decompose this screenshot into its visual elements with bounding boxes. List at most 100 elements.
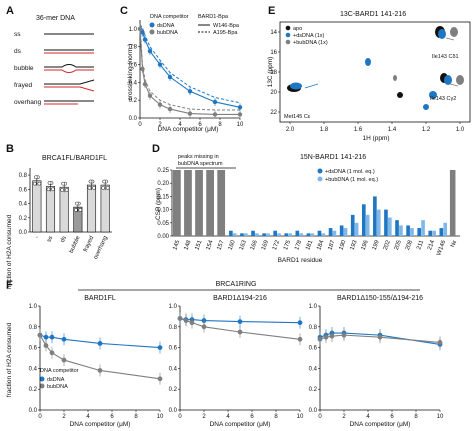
f-point [37, 332, 43, 338]
f-ytick-label: 0.0 [29, 408, 38, 414]
b-point [105, 186, 110, 190]
d-xtick-label: 211 [416, 239, 425, 251]
f-xtick-label: 6 [110, 414, 114, 420]
b-point [101, 186, 106, 190]
d-xtick-label: 181 [305, 239, 314, 251]
d-bar [376, 209, 381, 236]
b-bar [59, 186, 69, 233]
c-series-line-dashed [139, 24, 240, 111]
c-ytick-label: 0.8 [129, 45, 138, 51]
d-xtick-label: 208 [405, 239, 414, 251]
legend-c-bubdna-marker [149, 29, 155, 35]
panel-f-ylabel: fraction of H2A consumed [6, 322, 13, 397]
peak-ile143-cg2-bubdna [456, 75, 464, 85]
d-bar [410, 228, 414, 236]
d-bar [273, 230, 278, 236]
d-xtick-label: 190 [339, 239, 348, 251]
dna-label-ds: ds [14, 48, 22, 55]
f-point [377, 334, 383, 340]
f-point [341, 332, 347, 338]
f-ytick-label: 0.2 [29, 387, 38, 393]
legend-c-w146: W146-Bpa [213, 23, 240, 29]
legend-f-bubdna-marker [39, 383, 45, 389]
c-ytick-label: 0.0 [129, 116, 138, 122]
c-xtick-label: 2 [158, 122, 162, 128]
f-point [297, 320, 303, 326]
peak-mid-3 [397, 92, 403, 98]
f-ytick-label: 0.2 [309, 387, 318, 393]
f-ytick-label: 0.4 [29, 366, 38, 372]
d-bar [354, 222, 359, 236]
c-series-line [139, 28, 241, 108]
panel-c-ylabel: crosslinking (norm.) [127, 44, 134, 101]
d-xtick-label: 151 [195, 239, 204, 251]
e-xtick-label: 1.2 [422, 127, 431, 133]
dna-label-frayed: frayed [14, 82, 32, 89]
d-ytick-label: 0.25 [157, 168, 169, 174]
panel-label-d: D [152, 143, 160, 155]
b-xtick-label: bubble [69, 235, 82, 254]
f-xtick-label: 8 [414, 414, 418, 420]
b-bar [45, 186, 56, 233]
b-point [33, 175, 38, 180]
d-bar [262, 233, 266, 236]
f-point [183, 318, 189, 323]
d-bar [229, 230, 233, 236]
d-missing-bar [206, 170, 214, 236]
b-point [46, 187, 51, 192]
b-point [47, 181, 52, 185]
b-xtick-label: frayed [83, 235, 95, 253]
d-xtick-label: 214 [427, 239, 436, 251]
panel-d-title: 15N-BARD1 141-216 [300, 154, 366, 161]
f-point [157, 376, 163, 382]
panel-f-sub-1: BARD1FL [84, 295, 116, 302]
e-arrow [304, 83, 319, 89]
f-ytick-label: 1.0 [309, 304, 318, 310]
e-ytick-label: 22 [270, 110, 277, 116]
d-bar [284, 233, 289, 236]
legend-c-dsdna-marker [149, 22, 155, 28]
f-xtick-label: 0 [38, 414, 42, 420]
d-bar [417, 228, 422, 236]
c-xtick-label: 4 [178, 122, 182, 128]
e-xtick-label: 1.6 [354, 127, 363, 133]
f-point [317, 336, 323, 342]
b-ytick-label: 0.8 [19, 173, 28, 179]
peak-mid-2 [393, 75, 397, 81]
b-point [32, 181, 37, 186]
panel-c-legend: DNA competitor dsDNA bubDNA BARD1-Bpa W1… [149, 14, 240, 36]
f-ytick-label: 0.0 [309, 408, 318, 414]
d-bar [432, 230, 436, 236]
d-missing-bar [195, 170, 203, 236]
d-bar [428, 230, 433, 236]
d-ytick-label: 0.20 [157, 181, 169, 187]
dna-bubble-strand-top [44, 64, 94, 68]
f-point [237, 329, 243, 335]
e-arrow [449, 83, 459, 87]
d-bar [361, 204, 366, 236]
d-xtick-label: 148 [183, 239, 192, 251]
e-xtick-label: 1.0 [456, 127, 465, 133]
f-xtick-label: 8 [134, 414, 138, 420]
b-point [37, 181, 42, 186]
peak-mid-1 [365, 58, 371, 66]
b-xtick-label: ds [60, 235, 68, 243]
legend-e-apo-marker [285, 25, 291, 31]
d-bar [395, 220, 399, 236]
b-xtick-label: ss [46, 235, 54, 243]
panel-e-ylabel: 13C (ppm) [267, 57, 274, 88]
legend-f-dsdna-marker [39, 376, 45, 382]
d-xtick-label: 145 [172, 239, 181, 251]
legend-d-dsdna-marker [317, 168, 323, 174]
legend-f-bubdna: bubDNA [47, 384, 68, 390]
f-ytick-label: 0.2 [169, 387, 178, 393]
b-point [78, 208, 83, 212]
e-xtick-label: 1.4 [388, 127, 397, 133]
b-ytick-label: 0.6 [19, 187, 28, 193]
panel-c-xlabel: DNA competitor (μM) [158, 126, 219, 133]
f-ytick-label: 1.0 [29, 304, 38, 310]
legend-f-title: DNA competitor [40, 368, 79, 374]
f-point [201, 324, 207, 330]
d-bar [266, 233, 270, 236]
d-xtick-label: 193 [350, 239, 359, 251]
